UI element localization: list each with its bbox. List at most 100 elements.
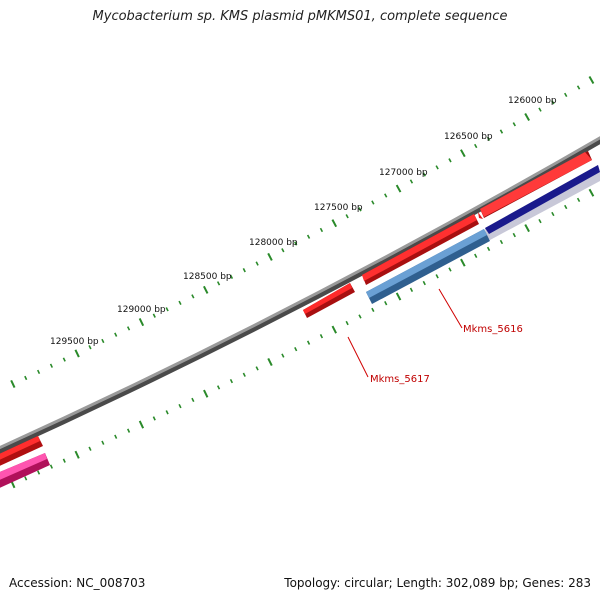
outer-ruler-major-tick xyxy=(74,349,80,358)
inner-ruler-minor-tick xyxy=(88,446,92,451)
outer-ruler-minor-tick xyxy=(474,143,478,149)
outer-ruler-minor-tick xyxy=(499,129,504,134)
outer-ruler-minor-tick xyxy=(358,207,362,212)
outer-ruler-major-tick xyxy=(138,318,145,327)
reverse-gene-left-pink[interactable] xyxy=(0,453,50,490)
leader-line-mkms-5616 xyxy=(438,288,463,329)
outer-ruler-major-tick xyxy=(588,76,595,84)
outer-ruler-minor-tick xyxy=(126,326,131,331)
inner-ruler-minor-tick xyxy=(499,239,504,245)
inner-ruler-minor-tick xyxy=(306,340,311,345)
outer-ruler-minor-tick xyxy=(88,345,92,350)
inner-ruler-minor-tick xyxy=(512,232,516,238)
forward-gene-mkms-5617[interactable] xyxy=(303,283,355,318)
outer-ruler-minor-tick xyxy=(486,136,491,141)
reverse-gene-mkms-5616[interactable] xyxy=(366,229,490,304)
ruler-label-129500: 129500 bp xyxy=(50,337,99,347)
inner-ruler-minor-tick xyxy=(178,403,182,409)
gene-label-mkms-5617[interactable]: Mkms_5617 xyxy=(370,374,430,385)
outer-ruler-major-tick xyxy=(331,219,338,228)
inner-ruler-minor-tick xyxy=(37,470,41,475)
ruler-label-126000: 126000 bp xyxy=(508,96,557,106)
outer-ruler-minor-tick xyxy=(255,261,259,266)
reverse-gene-navy[interactable] xyxy=(485,165,600,240)
outer-ruler-minor-tick xyxy=(345,214,349,219)
outer-ruler-minor-tick xyxy=(435,165,439,170)
inner-ruler-minor-tick xyxy=(371,307,375,313)
inner-ruler-minor-tick xyxy=(191,397,195,403)
inner-ruler-minor-tick xyxy=(435,274,439,279)
outer-ruler-minor-tick xyxy=(319,227,324,233)
outer-ruler-minor-tick xyxy=(49,363,54,368)
gene-label-mkms-5616[interactable]: Mkms_5616 xyxy=(463,324,523,335)
inner-ruler-major-tick xyxy=(524,224,530,233)
outer-ruler-minor-tick xyxy=(538,107,542,112)
outer-ruler-minor-tick xyxy=(371,200,375,205)
inner-ruler-minor-tick xyxy=(448,267,452,272)
backbone-arc xyxy=(0,136,600,450)
inner-ruler-minor-tick xyxy=(409,287,414,292)
outer-ruler-minor-tick xyxy=(101,338,105,344)
inner-ruler-major-tick xyxy=(460,258,466,267)
inner-ruler-minor-tick xyxy=(564,204,568,210)
outer-ruler-major-tick xyxy=(460,149,466,158)
ruler-label-129000: 129000 bp xyxy=(117,305,166,315)
inner-ruler-minor-tick xyxy=(229,378,234,384)
inner-ruler-minor-tick xyxy=(152,416,156,421)
outer-ruler-minor-tick xyxy=(294,241,298,246)
outer-ruler-major-tick xyxy=(524,113,530,121)
inner-ruler-minor-tick xyxy=(62,458,66,463)
inner-ruler-minor-tick xyxy=(474,253,478,258)
ruler-label-127000: 127000 bp xyxy=(379,168,428,178)
ruler-label-128000: 128000 bp xyxy=(249,238,298,248)
forward-gene-1[interactable] xyxy=(478,151,592,219)
inner-ruler-minor-tick xyxy=(165,410,169,415)
outer-ruler-minor-tick xyxy=(242,268,246,273)
outer-ruler-minor-tick xyxy=(448,158,452,163)
inner-ruler-major-tick xyxy=(203,389,209,398)
outer-ruler-minor-tick xyxy=(165,307,169,312)
outer-ruler-major-tick xyxy=(395,184,402,193)
outer-ruler-minor-tick xyxy=(564,92,568,98)
inner-ruler-major-tick xyxy=(267,357,273,367)
inner-ruler-minor-tick xyxy=(49,464,53,469)
inner-ruler-minor-tick xyxy=(101,440,105,445)
outer-ruler-major-tick xyxy=(10,379,16,389)
inner-ruler-minor-tick xyxy=(422,280,426,286)
ruler-label-127500: 127500 bp xyxy=(314,203,363,213)
inner-ruler-major-tick xyxy=(331,325,337,334)
inner-ruler-minor-tick xyxy=(242,372,246,377)
outer-ruler-minor-tick xyxy=(551,100,555,105)
outer-ruler-minor-tick xyxy=(114,332,118,337)
outer-ruler-minor-tick xyxy=(152,313,156,318)
forward-gene-left[interactable] xyxy=(0,436,43,468)
outer-ruler-minor-tick xyxy=(576,85,581,90)
outer-ruler-minor-tick xyxy=(281,248,285,253)
outer-ruler-major-tick xyxy=(267,252,273,261)
inner-ruler-minor-tick xyxy=(216,385,221,390)
inner-ruler-ticks xyxy=(10,188,595,489)
inner-ruler-minor-tick xyxy=(551,211,555,217)
forward-gene-2[interactable] xyxy=(362,214,479,285)
inner-ruler-minor-tick xyxy=(255,366,259,371)
outer-ruler-ticks xyxy=(10,76,595,389)
inner-ruler-minor-tick xyxy=(486,246,491,252)
inner-ruler-minor-tick xyxy=(281,353,285,358)
outer-ruler-minor-tick xyxy=(36,369,41,375)
outer-ruler-minor-tick xyxy=(306,234,311,239)
outer-ruler-minor-tick xyxy=(216,281,221,286)
outer-ruler-minor-tick xyxy=(191,294,195,299)
accession-text: Accession: NC_008703 xyxy=(9,576,146,590)
ruler-label-128500: 128500 bp xyxy=(183,272,232,282)
inner-ruler-minor-tick xyxy=(384,301,388,306)
inner-ruler-major-tick xyxy=(138,420,145,429)
inner-ruler-minor-tick xyxy=(538,218,542,224)
inner-ruler-minor-tick xyxy=(319,334,324,339)
outer-ruler-minor-tick xyxy=(229,274,234,279)
inner-ruler-major-tick xyxy=(395,292,402,301)
leader-line-mkms-5617 xyxy=(347,336,369,378)
outer-ruler-minor-tick xyxy=(512,122,516,127)
ruler-label-126500: 126500 bp xyxy=(444,132,493,142)
inner-ruler-minor-tick xyxy=(294,347,298,352)
